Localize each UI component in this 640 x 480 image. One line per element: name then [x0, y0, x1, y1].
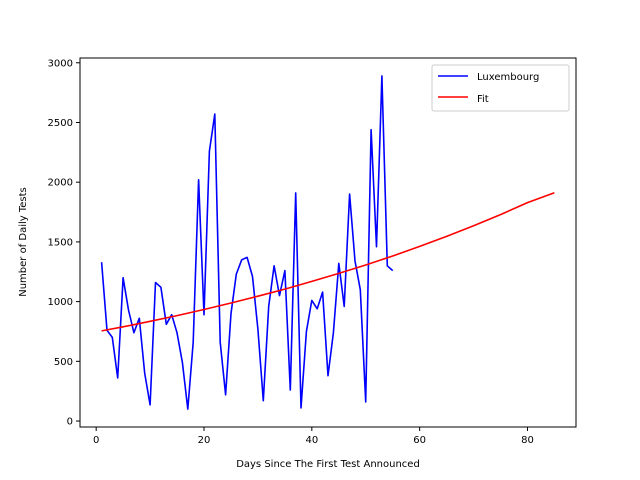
- axis-ticks: 0 20 40 60 80 0 500 1000 1500 2000 2500 3000: [48, 58, 534, 446]
- legend-label-fit: Fit: [477, 94, 489, 105]
- x-tick-label: 20: [198, 435, 211, 446]
- x-axis-label: Days Since The First Test Announced: [236, 459, 420, 470]
- x-tick-label: 40: [305, 435, 318, 446]
- y-tick-label: 500: [54, 357, 73, 368]
- y-axis-label: Number of Daily Tests: [18, 187, 29, 297]
- plot-area: [100, 75, 555, 410]
- y-tick-label: 1000: [48, 297, 73, 308]
- y-tick-label: 1500: [48, 237, 73, 248]
- legend-label-luxembourg: Luxembourg: [477, 72, 539, 83]
- y-tick-label: 3000: [48, 58, 73, 69]
- series-line-luxembourg: [100, 75, 394, 410]
- y-tick-label: 0: [67, 417, 73, 428]
- x-tick-label: 0: [93, 435, 99, 446]
- x-tick-label: 60: [413, 435, 426, 446]
- axes-frame: [79, 57, 577, 428]
- series-line-fit: [101, 192, 555, 332]
- legend: Luxembourg Fit: [431, 64, 570, 112]
- y-tick-label: 2000: [48, 178, 73, 189]
- x-tick-label: 80: [521, 435, 534, 446]
- y-tick-label: 2500: [48, 118, 73, 129]
